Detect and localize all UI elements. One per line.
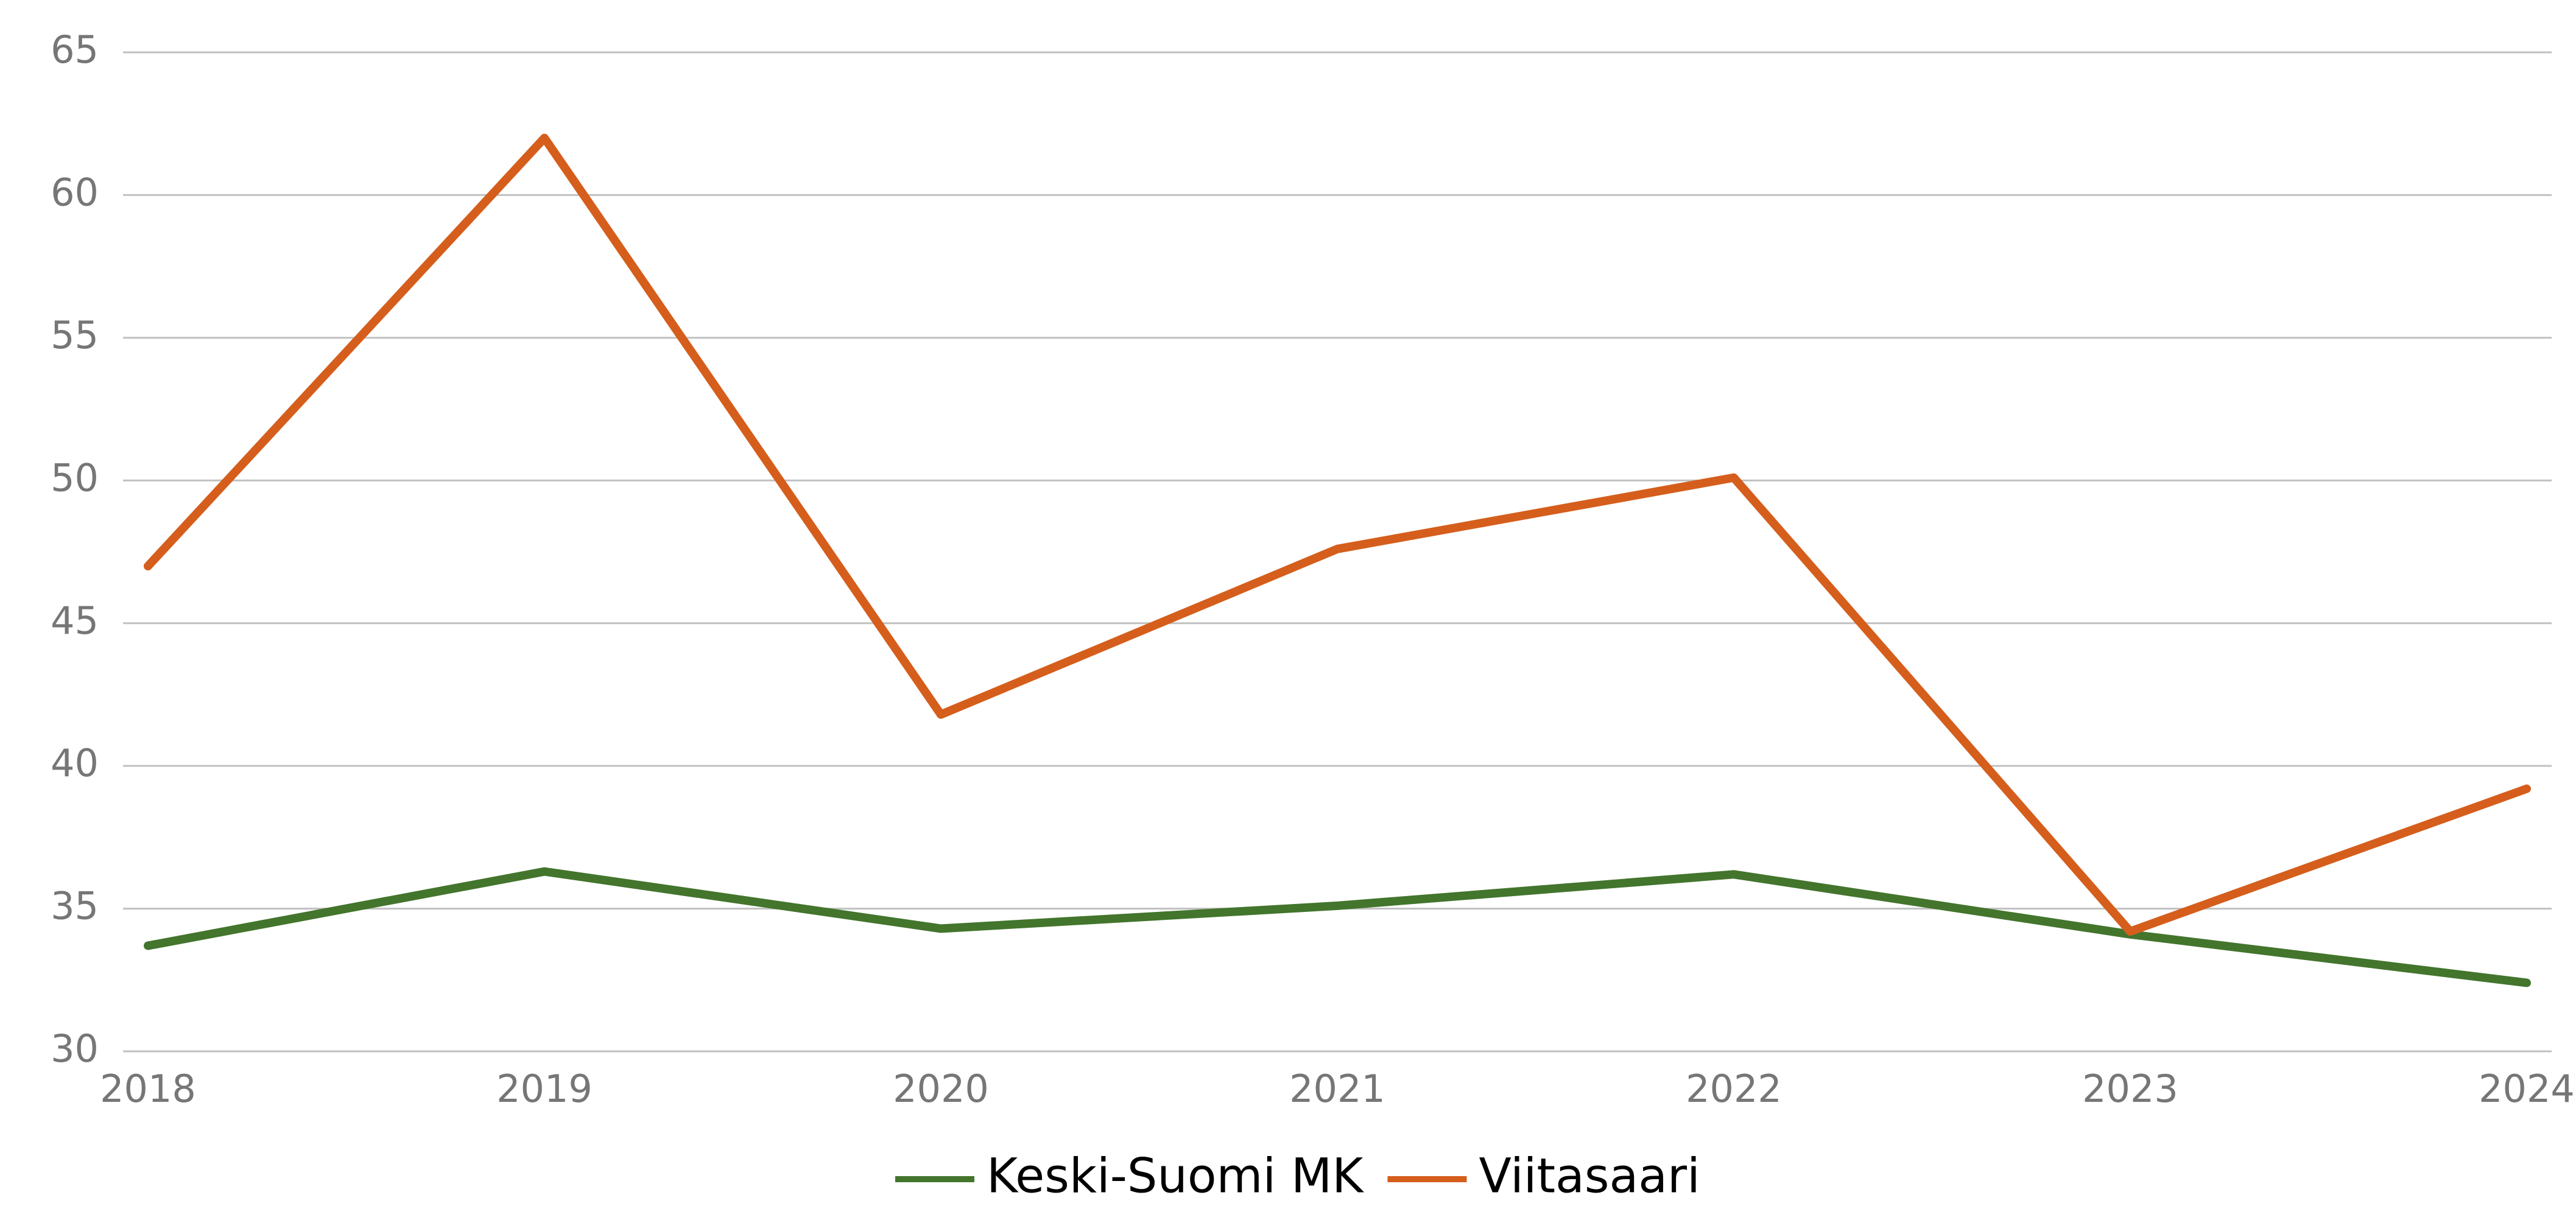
y-tick-label: 50 xyxy=(51,455,99,500)
y-tick-label: 40 xyxy=(51,741,99,785)
legend-label: Keski-Suomi MK xyxy=(987,1149,1364,1204)
y-tick-label: 30 xyxy=(51,1026,99,1071)
y-tick-label: 65 xyxy=(51,27,99,72)
x-tick-label: 2024 xyxy=(2479,1067,2575,1111)
series-line xyxy=(144,867,2531,987)
y-tick-label: 35 xyxy=(51,884,99,928)
legend-label: Viitasaari xyxy=(1479,1149,1700,1204)
x-tick-label: 2020 xyxy=(893,1067,989,1111)
x-tick-label: 2018 xyxy=(100,1067,196,1111)
x-tick-label: 2021 xyxy=(1289,1067,1385,1111)
x-tick-label: 2019 xyxy=(496,1067,593,1111)
x-tick-label: 2022 xyxy=(1686,1067,1782,1111)
y-tick-label: 55 xyxy=(51,313,99,357)
series-line xyxy=(144,133,2531,936)
y-tick-label: 60 xyxy=(51,170,99,215)
x-tick-label: 2023 xyxy=(2082,1067,2178,1111)
y-tick-label: 45 xyxy=(51,598,99,643)
